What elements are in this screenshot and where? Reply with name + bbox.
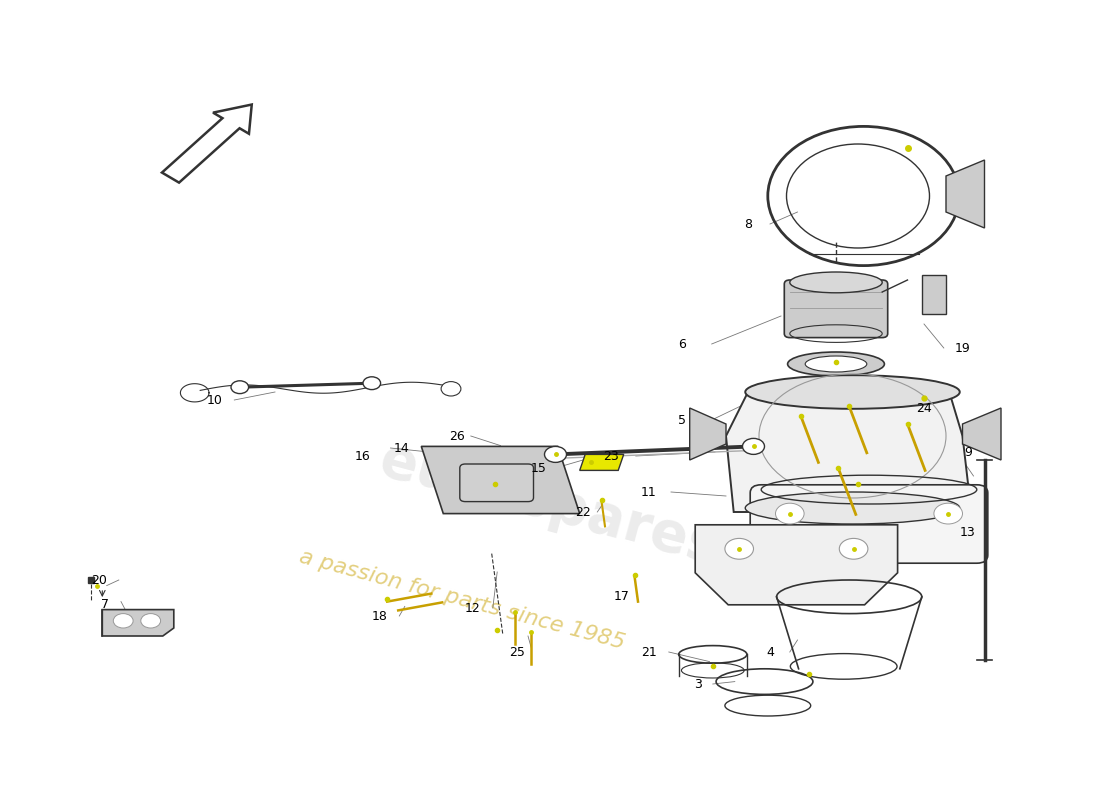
Text: 22: 22	[575, 506, 591, 518]
Circle shape	[742, 438, 764, 454]
FancyBboxPatch shape	[750, 485, 988, 563]
Circle shape	[141, 614, 161, 628]
Ellipse shape	[805, 356, 867, 372]
Polygon shape	[580, 454, 624, 470]
Circle shape	[839, 538, 868, 559]
Ellipse shape	[746, 492, 959, 524]
Text: 26: 26	[449, 430, 464, 442]
Circle shape	[231, 381, 249, 394]
Text: 14: 14	[394, 442, 409, 454]
Text: 12: 12	[465, 602, 481, 614]
Text: 19: 19	[955, 342, 970, 354]
Text: 23: 23	[603, 450, 618, 462]
Text: 3: 3	[694, 678, 703, 690]
Text: 13: 13	[960, 526, 976, 538]
Circle shape	[113, 614, 133, 628]
Text: 17: 17	[614, 590, 629, 602]
Text: 5: 5	[678, 414, 686, 426]
Bar	[922, 275, 946, 314]
Text: a passion for parts since 1985: a passion for parts since 1985	[297, 547, 627, 653]
Text: 7: 7	[100, 598, 109, 610]
Text: 8: 8	[744, 218, 752, 230]
Text: 20: 20	[91, 574, 107, 586]
Text: eurospares: eurospares	[374, 433, 726, 575]
Text: 11: 11	[641, 486, 657, 498]
Circle shape	[363, 377, 381, 390]
FancyBboxPatch shape	[460, 464, 534, 502]
Polygon shape	[946, 160, 984, 228]
Polygon shape	[102, 610, 174, 636]
Text: 18: 18	[372, 610, 387, 622]
Text: 10: 10	[207, 394, 222, 406]
Polygon shape	[695, 525, 898, 605]
Text: 4: 4	[766, 646, 774, 658]
Circle shape	[544, 446, 566, 462]
Polygon shape	[421, 446, 580, 514]
Polygon shape	[690, 408, 726, 460]
Text: 16: 16	[355, 450, 371, 462]
Circle shape	[441, 382, 461, 396]
Circle shape	[934, 503, 962, 524]
Text: 15: 15	[531, 462, 547, 474]
FancyBboxPatch shape	[784, 280, 888, 338]
Ellipse shape	[746, 375, 959, 409]
Text: 9: 9	[964, 446, 972, 458]
Polygon shape	[726, 392, 971, 512]
Text: 6: 6	[678, 338, 686, 350]
Ellipse shape	[788, 352, 884, 376]
Polygon shape	[962, 408, 1001, 460]
Text: 25: 25	[509, 646, 525, 658]
Ellipse shape	[790, 272, 882, 293]
Text: 21: 21	[641, 646, 657, 658]
Text: 24: 24	[916, 402, 932, 414]
FancyArrow shape	[162, 105, 252, 182]
Circle shape	[776, 503, 804, 524]
Circle shape	[725, 538, 754, 559]
